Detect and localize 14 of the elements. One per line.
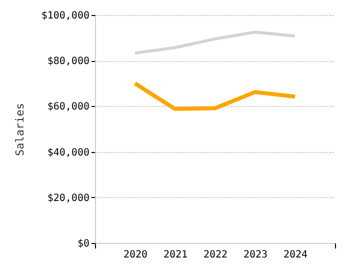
- y-axis-title: Salaries: [13, 103, 26, 156]
- y-tick-label: $20,000: [47, 192, 90, 204]
- y-tick-label: $80,000: [47, 56, 90, 68]
- line-series: [134, 30, 296, 55]
- y-tick-label: $100,000: [41, 10, 90, 22]
- x-tick-label: 2020: [123, 250, 148, 260]
- x-tick-label: 2021: [163, 250, 188, 260]
- x-tick-label: 2023: [243, 250, 268, 260]
- y-tick-label: $60,000: [47, 102, 90, 113]
- x-tick-label: 2022: [203, 250, 228, 260]
- x-tick-label: 2024: [283, 250, 308, 260]
- line-series: [133, 81, 297, 111]
- y-tick-label: $40,000: [47, 147, 90, 158]
- y-tick-label: $0: [77, 238, 90, 250]
